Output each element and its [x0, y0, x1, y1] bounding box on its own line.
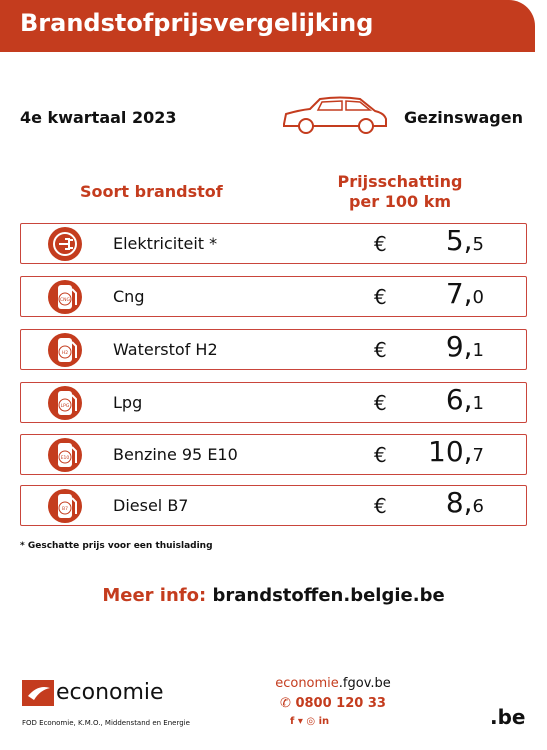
social: f ▾ ◎ in [290, 716, 329, 727]
more-info-label: Meer info: [102, 585, 207, 606]
fuel-icon: B7 [48, 489, 82, 523]
currency: € [374, 494, 387, 518]
more-info: Meer info: brandstoffen.belgie.be [0, 585, 547, 606]
price: 9,1 [394, 330, 484, 363]
org: FOD Economie, K.M.O., Middenstand en Ene… [22, 719, 190, 727]
price-whole: 6, [445, 383, 473, 416]
price-decimal: 5 [472, 234, 484, 255]
site[interactable]: economie.fgov.be [268, 676, 398, 691]
phone-number: 0800 120 33 [295, 696, 386, 711]
fuel-icon: H2 [48, 333, 82, 367]
currency: € [374, 285, 387, 309]
price-decimal: 1 [472, 340, 484, 361]
badge: E10 [61, 455, 70, 461]
hose [71, 394, 77, 411]
fuel-row: B7 Diesel B7 €8,6 [20, 485, 527, 526]
fuel-name: Diesel B7 [113, 496, 189, 515]
be-logo: .be [490, 705, 526, 729]
badge-ring [58, 501, 72, 515]
fuel-icon: CNG [48, 280, 82, 314]
fuel-name: Cng [113, 287, 145, 306]
currency: € [374, 391, 387, 415]
price-whole: 8, [445, 486, 473, 519]
hose [71, 497, 77, 514]
fuel-name: Waterstof H2 [113, 340, 218, 359]
price: 7,0 [394, 277, 484, 310]
fuel-icon: E10 [48, 438, 82, 472]
price-whole: 5, [445, 224, 473, 257]
vehicle: Gezinswagen [404, 108, 523, 127]
currency: € [374, 338, 387, 362]
social-tw[interactable]: ▾ [297, 716, 303, 727]
badge-ring [58, 292, 72, 306]
badge: B7 [62, 506, 68, 512]
hose [71, 341, 77, 358]
col-price-1: Prijsschatting [337, 172, 463, 191]
col-price: Prijsschatting per 100 km [330, 172, 470, 212]
fuel-icon [48, 227, 82, 261]
hose [71, 288, 77, 305]
site-b: .fgov.be [338, 676, 391, 691]
col-price-2: per 100 km [348, 192, 452, 211]
fuel-row: H2 Waterstof H2 €9,1 [20, 329, 527, 370]
price-whole: 10, [428, 435, 473, 468]
col-fuel: Soort brandstof [80, 182, 223, 201]
period: 4e kwartaal 2023 [20, 108, 177, 127]
fuel-row: LPG Lpg €6,1 [20, 382, 527, 423]
fuel-row: Elektriciteit * €5,5 [20, 223, 527, 264]
currency: € [374, 443, 387, 467]
economie-logo [22, 680, 54, 706]
hose [71, 446, 77, 463]
badge: CNG [60, 297, 71, 303]
more-info-url[interactable]: brandstoffen.belgie.be [212, 585, 445, 606]
fuel-row: E10 Benzine 95 E10 €10,7 [20, 434, 527, 475]
price-decimal: 0 [472, 287, 484, 308]
price: 5,5 [394, 224, 484, 257]
badge: H2 [62, 350, 68, 356]
fuel-name: Lpg [113, 393, 143, 412]
price-decimal: 6 [472, 496, 484, 517]
title: Brandstofprijsvergelijking [20, 9, 374, 37]
car-icon [283, 96, 387, 134]
price: 6,1 [394, 383, 484, 416]
badge: LPG [61, 403, 70, 409]
header-band [0, 0, 535, 52]
social-ig[interactable]: ◎ [306, 716, 316, 727]
social-in[interactable]: in [318, 716, 330, 727]
site-a: economie [275, 676, 339, 691]
plug [59, 238, 73, 250]
currency: € [374, 232, 387, 256]
price-decimal: 7 [472, 445, 484, 466]
price-decimal: 1 [472, 393, 484, 414]
fuel-row: CNG Cng €7,0 [20, 276, 527, 317]
plug-ring [53, 232, 77, 256]
fuel-name: Benzine 95 E10 [113, 445, 238, 464]
price: 8,6 [394, 486, 484, 519]
price-whole: 9, [445, 330, 473, 363]
badge-ring [58, 450, 72, 464]
badge-ring [58, 398, 72, 412]
badge-ring [58, 345, 72, 359]
price-whole: 7, [445, 277, 473, 310]
social-f[interactable]: f [290, 716, 295, 727]
footnote: * Geschatte prijs voor een thuislading [20, 541, 213, 551]
brand: economie [56, 680, 164, 705]
phone: ✆ 0800 120 33 [280, 696, 386, 711]
fuel-icon: LPG [48, 386, 82, 420]
fuel-name: Elektriciteit * [113, 234, 218, 253]
price: 10,7 [394, 435, 484, 468]
